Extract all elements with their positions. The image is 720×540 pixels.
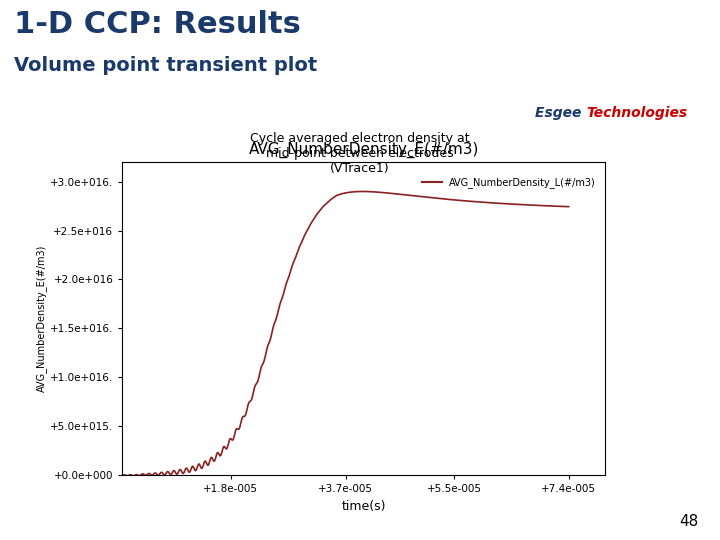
Text: 1-D CCP: Results: 1-D CCP: Results	[14, 10, 301, 39]
Text: 48: 48	[679, 514, 698, 529]
Text: Volume point transient plot: Volume point transient plot	[14, 56, 318, 76]
Text: Technologies: Technologies	[586, 106, 687, 120]
X-axis label: time(s): time(s)	[341, 500, 386, 513]
Legend: AVG_NumberDensity_L(#/m3): AVG_NumberDensity_L(#/m3)	[418, 173, 600, 192]
Text: Cycle averaged electron density at
mid-point between electrodes
(VTrace1): Cycle averaged electron density at mid-p…	[250, 132, 470, 176]
Text: Esgee: Esgee	[535, 106, 586, 120]
Title: AVG_NumberDensity_E(#/m3): AVG_NumberDensity_E(#/m3)	[248, 141, 479, 158]
Y-axis label: AVG_NumberDensity_E(#/m3): AVG_NumberDensity_E(#/m3)	[36, 245, 48, 392]
